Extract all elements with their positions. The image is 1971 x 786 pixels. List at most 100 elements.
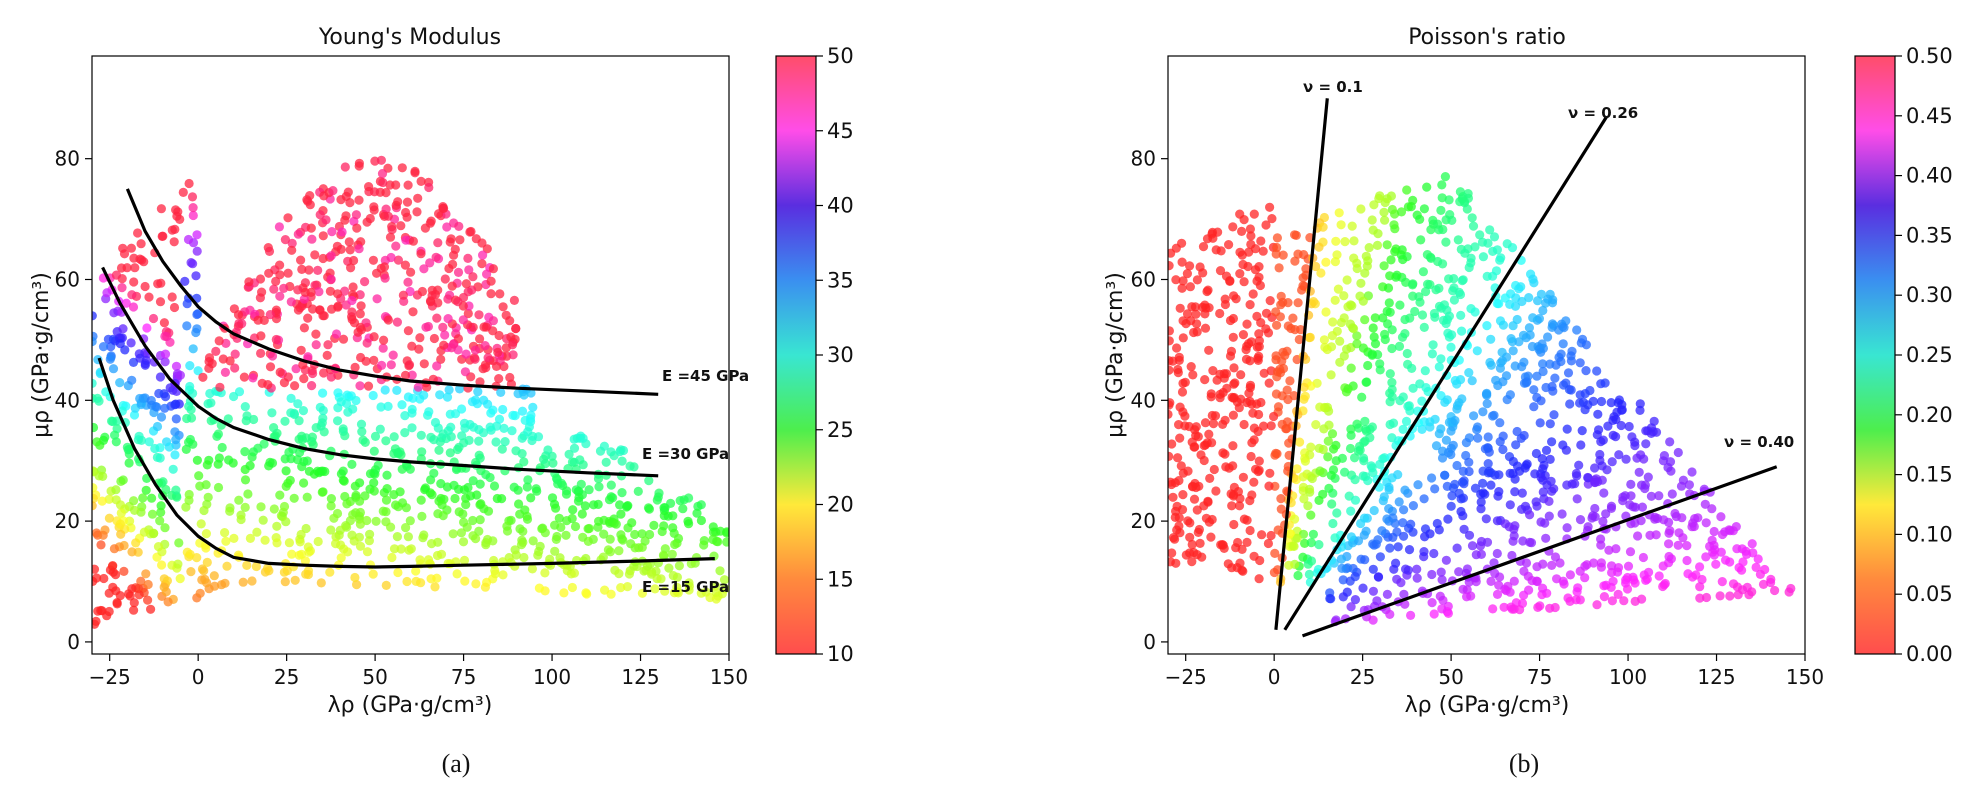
scatter-point — [393, 197, 403, 207]
scatter-point — [1219, 373, 1229, 383]
scatter-point — [1457, 276, 1467, 286]
scatter-point — [1494, 580, 1504, 590]
scatter-point — [453, 267, 464, 277]
scatter-point — [1547, 560, 1557, 571]
scatter-point — [1550, 552, 1561, 562]
scatter-point — [419, 264, 429, 274]
scatter-point — [1580, 573, 1590, 583]
scatter-point — [1524, 323, 1534, 333]
scatter-point — [1639, 570, 1649, 580]
scatter-point — [1224, 240, 1234, 250]
scatter-point — [496, 387, 506, 397]
scatter-point — [1732, 582, 1743, 592]
scatter-point — [1263, 328, 1274, 338]
scatter-point — [393, 567, 403, 578]
scatter-point — [1181, 550, 1191, 560]
scatter-point — [92, 311, 97, 321]
scatter-point — [242, 560, 252, 571]
scatter-point — [143, 579, 153, 590]
scatter-point — [157, 560, 167, 570]
scatter-point — [1338, 592, 1348, 602]
scatter-point — [338, 334, 349, 344]
scatter-point — [1319, 335, 1329, 345]
scatter-point — [1478, 252, 1488, 262]
scatter-point — [1178, 333, 1188, 343]
scatter-point — [99, 573, 109, 584]
scatter-point — [1234, 403, 1244, 413]
scatter-point — [1468, 221, 1479, 231]
scatter-point — [1294, 334, 1304, 345]
scatter-point — [283, 213, 293, 223]
scatter-point — [1581, 366, 1591, 376]
scatter-point — [507, 340, 518, 350]
scatter-point — [1753, 554, 1763, 564]
scatter-point — [1624, 421, 1634, 432]
scatter-point — [1407, 363, 1417, 373]
scatter-point — [328, 186, 338, 196]
scatter-point — [1189, 494, 1200, 504]
scatter-point — [1608, 430, 1618, 440]
scatter-point — [459, 438, 469, 448]
scatter-point — [674, 561, 685, 571]
scatter-point — [97, 496, 107, 506]
scatter-point — [475, 500, 485, 510]
scatter-point — [152, 421, 163, 432]
scatter-point — [1541, 533, 1551, 543]
scatter-point — [1177, 238, 1187, 248]
scatter-point — [272, 538, 282, 548]
scatter-point — [284, 538, 294, 548]
scatter-point — [482, 244, 492, 254]
scatter-point — [1229, 363, 1239, 373]
scatter-point — [528, 431, 538, 441]
scatter-point — [498, 570, 508, 580]
scatter-point — [172, 492, 182, 502]
scatter-point — [307, 432, 317, 442]
scatter-point — [1200, 323, 1211, 333]
scatter-point — [1235, 558, 1245, 568]
scatter-point — [1733, 590, 1743, 600]
colorbar-tick-label: 0.10 — [1906, 522, 1953, 546]
y-tick-label: 20 — [55, 509, 80, 533]
scatter-point — [1252, 311, 1262, 321]
scatter-point — [1448, 440, 1458, 450]
scatter-point — [326, 501, 336, 511]
scatter-point — [426, 432, 436, 442]
scatter-point — [550, 546, 560, 556]
scatter-point — [136, 576, 146, 586]
scatter-point — [245, 461, 255, 471]
scatter-point — [1386, 255, 1396, 265]
scatter-point — [420, 483, 431, 493]
scatter-point — [448, 259, 458, 269]
scatter-point — [1261, 308, 1272, 318]
scatter-point — [1595, 455, 1605, 466]
scatter-point — [403, 326, 413, 336]
scatter-point — [1512, 426, 1522, 437]
scatter-point — [649, 520, 659, 531]
scatter-point — [188, 388, 198, 398]
scatter-point — [379, 262, 390, 272]
scatter-point — [581, 588, 591, 598]
scatter-point — [1235, 493, 1245, 504]
scatter-point — [498, 302, 508, 312]
scatter-point — [1204, 517, 1214, 527]
scatter-point — [1508, 346, 1518, 356]
scatter-point — [299, 456, 309, 467]
scatter-point — [165, 337, 175, 347]
scatter-point — [407, 408, 417, 418]
scatter-point — [1427, 473, 1437, 483]
scatter-point — [569, 434, 579, 444]
scatter-point — [497, 494, 507, 504]
scatter-point — [1558, 576, 1568, 586]
scatter-point — [1573, 583, 1583, 593]
scatter-point — [1306, 510, 1316, 520]
scatter-point — [1315, 466, 1325, 476]
scatter-point — [233, 310, 244, 320]
scatter-point — [398, 290, 408, 300]
scatter-point — [442, 392, 453, 402]
scatter-point — [355, 541, 366, 551]
scatter-point — [1545, 454, 1555, 464]
scatter-point — [1482, 399, 1492, 409]
scatter-point — [562, 486, 572, 496]
scatter-point — [1218, 448, 1228, 458]
